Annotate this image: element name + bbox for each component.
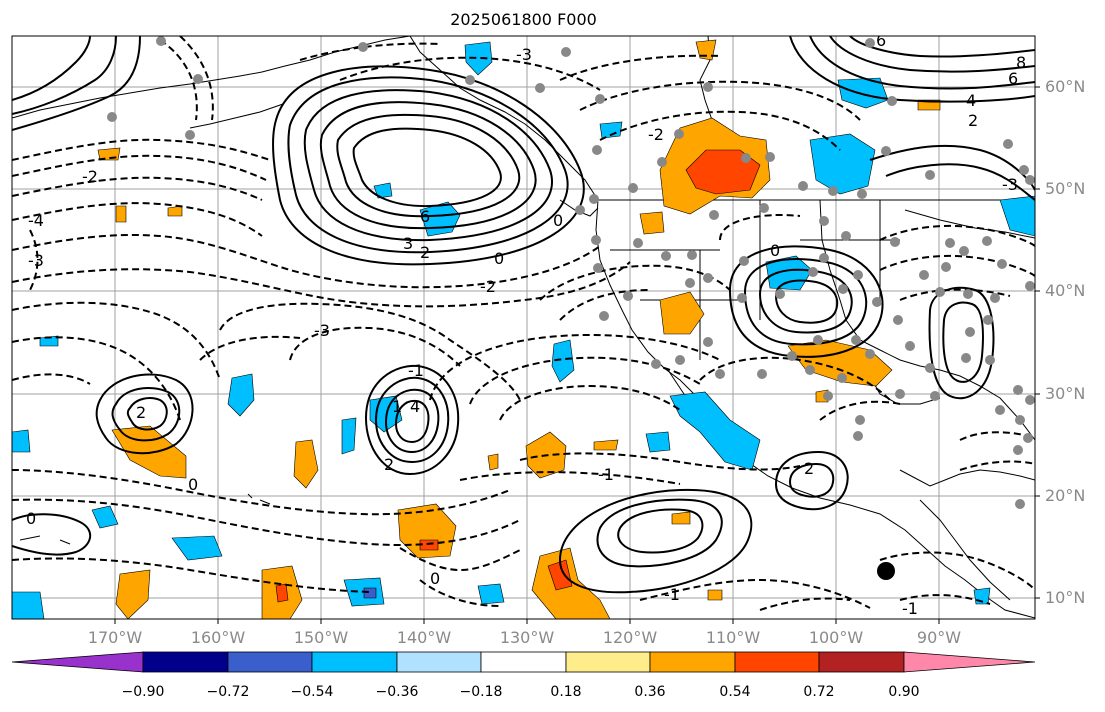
- colorbar-extend-high: [903, 651, 1036, 673]
- colorbar-tick-label: 0.18: [550, 684, 582, 700]
- contour-label: 6: [420, 207, 430, 226]
- colorbar-tick-label: 0.72: [803, 684, 835, 700]
- negative-contours: [12, 36, 1035, 611]
- contour-label: 0: [26, 509, 36, 528]
- colorbar-bin: [649, 651, 736, 673]
- colorbar-bin: [311, 651, 398, 673]
- colorbar-bin: [734, 651, 820, 673]
- contour-label: 4: [410, 397, 420, 416]
- lat-label: 60°N: [1045, 77, 1086, 96]
- colorbar-bin: [227, 651, 313, 673]
- contour-label: 4: [966, 91, 976, 110]
- lon-label: 140°W: [396, 628, 452, 647]
- colorbar-tick-label: −0.72: [206, 684, 250, 700]
- map-title: 2025061800 F000: [450, 10, 597, 29]
- contour-label: 2: [420, 243, 430, 262]
- map-area: 6 3 2 0 0 -2 -3 -1 1 2 4 0 -3 -4 0 -2 2 …: [12, 31, 1035, 619]
- lon-label: 150°W: [293, 628, 349, 647]
- contour-label: 6: [876, 31, 886, 50]
- colorbar-tick-label: −0.18: [459, 684, 503, 700]
- contour-label: 3: [403, 234, 413, 253]
- lat-label: 10°N: [1045, 588, 1086, 607]
- colorbar-tick-label: −0.36: [375, 684, 419, 700]
- contour-label: 0: [770, 241, 780, 260]
- contour-label: 2: [968, 111, 978, 130]
- contour-label: -3: [1002, 175, 1018, 194]
- position-marker: [877, 562, 895, 580]
- colorbar-bin: [142, 651, 229, 673]
- contour-label: 1: [392, 397, 402, 416]
- colorbar-tick-label: 0.54: [719, 684, 751, 700]
- contour-label: -3: [516, 45, 532, 64]
- contour-label: -1: [408, 361, 424, 380]
- lon-label: 100°W: [808, 628, 864, 647]
- contour-label: 0: [494, 249, 504, 268]
- contour-label: -1: [664, 585, 680, 604]
- map-frame: [11, 35, 1036, 620]
- contour-label: -2: [648, 125, 664, 144]
- contour-label: 2: [136, 403, 146, 422]
- contour-label: -2: [82, 167, 98, 186]
- lon-label: 130°W: [499, 628, 555, 647]
- colorbar-tick-label: −0.90: [121, 684, 165, 700]
- contour-label: -1: [902, 599, 918, 618]
- contour-label: 0: [188, 475, 198, 494]
- positive-contours: [12, 36, 1035, 594]
- colorbar: [11, 651, 1036, 673]
- lat-label: 30°N: [1045, 384, 1086, 403]
- colorbar-tick-label: 0.90: [888, 684, 920, 700]
- contour-label: -4: [28, 211, 44, 230]
- contour-label: 0: [553, 211, 563, 230]
- lat-label: 50°N: [1045, 179, 1086, 198]
- colorbar-bin: [818, 651, 905, 673]
- colorbar-tick-label: 0.36: [634, 684, 666, 700]
- colorbar-bin: [565, 651, 651, 673]
- tick-marks: [114, 86, 1040, 624]
- lon-label: 170°W: [87, 628, 143, 647]
- lat-label: 20°N: [1045, 486, 1086, 505]
- contour-label: 0: [430, 569, 440, 588]
- contour-label: 6: [1008, 69, 1018, 88]
- negative-shading: [12, 41, 1035, 619]
- lon-label: 110°W: [705, 628, 761, 647]
- lon-label: 90°W: [916, 628, 962, 647]
- colorbar-bin: [480, 651, 567, 673]
- contour-label: -3: [314, 321, 330, 340]
- colorbar-bin: [396, 651, 482, 673]
- contour-label: 2: [384, 455, 394, 474]
- contour-label: -1: [598, 465, 614, 484]
- contour-label: 2: [804, 459, 814, 478]
- contour-label: -2: [480, 277, 496, 296]
- lon-label: 120°W: [602, 628, 658, 647]
- colorbar-tick-label: −0.54: [290, 684, 334, 700]
- lat-label: 40°N: [1045, 281, 1086, 300]
- contour-label: 8: [1016, 53, 1026, 72]
- colorbar-extend-low: [11, 651, 144, 673]
- station-dots: [107, 36, 1035, 509]
- lon-label: 160°W: [190, 628, 246, 647]
- contour-label: -3: [28, 251, 44, 270]
